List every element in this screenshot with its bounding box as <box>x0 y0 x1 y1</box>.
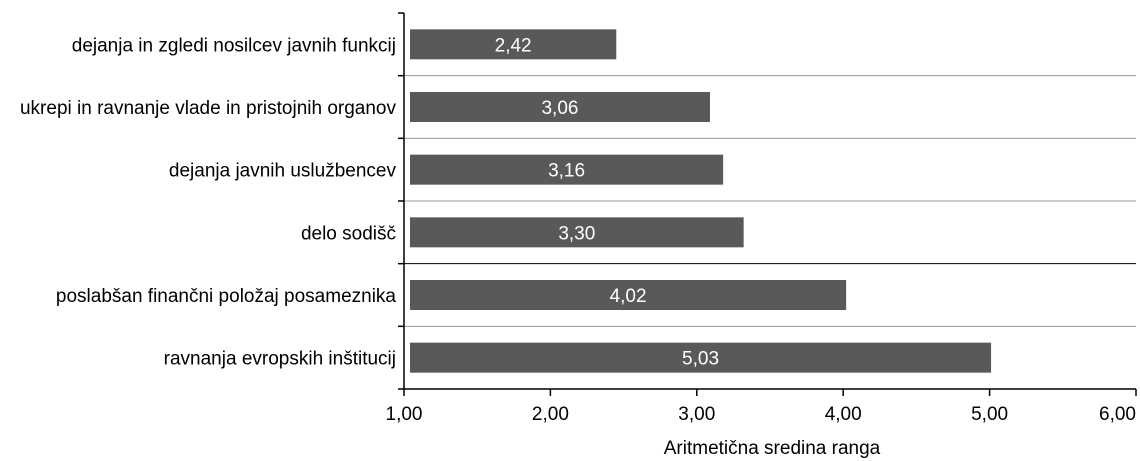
x-axis-title: Aritmetična sredina ranga <box>664 438 881 459</box>
x-tick-label: 3,00 <box>678 404 715 425</box>
x-tick-label: 6,00 <box>1099 404 1136 425</box>
x-tick-label: 1,00 <box>386 404 423 425</box>
bar <box>410 342 992 373</box>
bars: 2,42 3,06 3,16 3,30 4,02 5,03 <box>410 29 992 373</box>
x-tick-label: 4,00 <box>825 404 862 425</box>
bar-value-label: 3,30 <box>558 223 595 244</box>
category-label: poslabšan finančni položaj posameznika <box>56 286 397 307</box>
bar <box>410 154 724 185</box>
bar-value-label: 4,02 <box>610 286 647 307</box>
category-label: ravnanja evropskih inštitucij <box>164 349 396 370</box>
bar <box>410 92 710 122</box>
x-tick-label: 5,00 <box>971 404 1008 425</box>
bar <box>410 280 847 310</box>
category-label: ukrepi in ravnanje vlade in pristojnih o… <box>20 98 397 119</box>
grid-lines <box>404 75 1136 327</box>
bar <box>410 29 617 60</box>
category-label: dejanja javnih uslužbencev <box>169 161 397 182</box>
x-tick-label: 2,00 <box>532 404 569 425</box>
bar-value-label: 2,42 <box>495 35 532 56</box>
category-label: dejanja in zgledi nosilcev javnih funkci… <box>72 35 396 56</box>
category-labels: dejanja in zgledi nosilcev javnih funkci… <box>20 35 397 369</box>
category-label: delo sodišč <box>301 223 396 244</box>
bar-value-label: 3,16 <box>548 161 585 182</box>
x-axis: 1,00 2,00 3,00 4,00 5,00 6,00 <box>386 12 1137 425</box>
bar <box>410 217 744 248</box>
bar-value-label: 3,06 <box>541 98 578 119</box>
bar-value-label: 5,03 <box>682 349 719 370</box>
